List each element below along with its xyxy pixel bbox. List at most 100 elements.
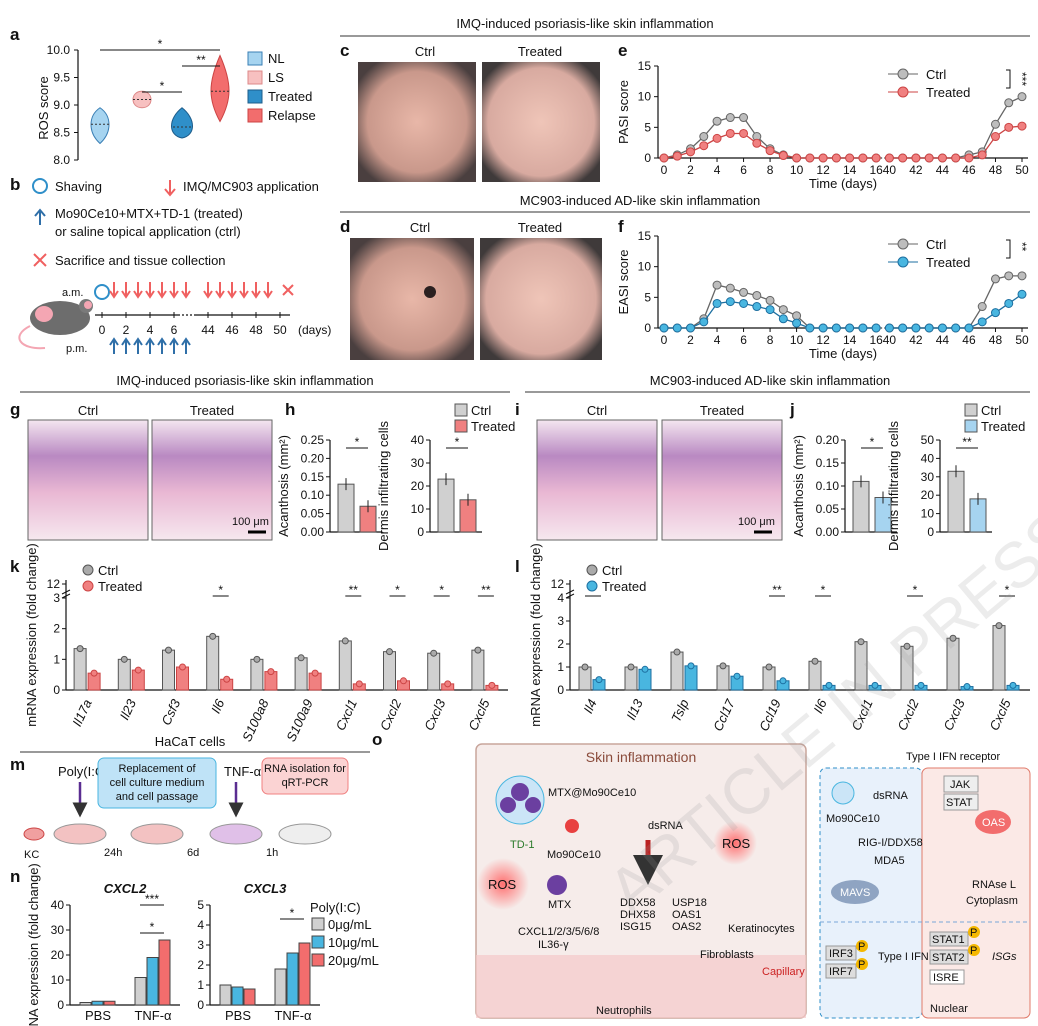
data-point <box>179 663 186 671</box>
a-ytick: 8.0 <box>53 153 70 167</box>
data-point <box>779 677 787 685</box>
isg-oas1: OAS1 <box>672 909 701 921</box>
x-tick-cxcl5: Cxcl5 <box>465 696 493 732</box>
data-point <box>430 649 438 657</box>
panel-b-schematic: Shaving IMQ/MC903 application Mo90Ce10+M… <box>18 178 331 355</box>
bar-csf3-ctrl <box>162 649 175 691</box>
imq-arrow <box>203 282 213 299</box>
o-mo: Mo90Ce10 <box>547 849 601 861</box>
significance: ** <box>962 435 972 449</box>
xtick: 46 <box>962 163 976 177</box>
o-stat2: STAT2 <box>932 952 965 964</box>
xtick: 44 <box>936 163 950 177</box>
data-point <box>719 662 727 670</box>
imq-arrow-icon <box>164 180 176 197</box>
x-tick-cxcl5: Cxcl5 <box>986 696 1014 732</box>
a-legend-nl: NL <box>268 51 285 66</box>
o-stat1: STAT1 <box>932 934 965 946</box>
o-ifn: Type I IFN <box>878 951 929 963</box>
data-point <box>924 323 934 333</box>
panel-label-n: n <box>10 867 20 886</box>
xtick: 48 <box>989 163 1003 177</box>
xtick: 12 <box>816 333 830 347</box>
violin-relapse <box>210 54 230 123</box>
legend-treated: Treated <box>926 85 970 100</box>
xtick: 4 <box>714 333 721 347</box>
a-legend-swatch <box>247 70 263 85</box>
ytick: 10 <box>638 90 652 104</box>
legend-treated: Treated <box>981 419 1025 434</box>
ytick: 12 <box>47 577 61 591</box>
x-axis-label: Time (days) <box>809 346 877 361</box>
y-axis-label: Acanthosis (mm²) <box>791 435 806 537</box>
treat-label-2: or saline topical application (ctrl) <box>55 224 241 239</box>
panel-label-i: i <box>515 400 520 419</box>
ytick: 0 <box>197 998 204 1012</box>
ytick: 2 <box>557 637 564 651</box>
ytick: 0.00 <box>816 525 840 539</box>
n-legend-0: 0μg/mL <box>328 917 372 932</box>
i-treated-label: Treated <box>700 403 744 418</box>
data-point <box>937 323 947 333</box>
isg-usp18: USP18 <box>672 897 707 909</box>
data-point <box>595 676 603 684</box>
data-point <box>845 323 855 333</box>
ytick: 0 <box>644 151 651 165</box>
legend-treated: Treated <box>98 579 142 594</box>
panel-label-h: h <box>285 400 295 419</box>
bar-tnf-α-0 <box>134 977 147 1006</box>
data-point <box>752 302 762 312</box>
m-rna-2: qRT-PCR <box>282 777 329 789</box>
a-legend-swatch <box>247 108 263 123</box>
b-tick: 48 <box>249 323 263 337</box>
imq-top-title: IMQ-induced psoriasis-like skin inflamma… <box>456 16 713 31</box>
ytick: 0 <box>417 525 424 539</box>
y-axis-label: PASI score <box>616 80 631 144</box>
o-neutrophils: Neutrophils <box>596 1005 652 1017</box>
x-tick-tslp: Tslp <box>668 697 691 725</box>
data-point <box>659 153 669 163</box>
data-point <box>725 113 735 123</box>
bar-pbs-2 <box>243 988 256 1006</box>
m-rna-1: RNA isolation for <box>264 763 346 775</box>
significance: ** <box>349 583 359 597</box>
legend-marker <box>586 580 598 592</box>
data-point <box>725 128 735 138</box>
c-ctrl-photo <box>358 62 476 182</box>
y-axis-label: mRNA expression (fold change) <box>24 543 39 727</box>
data-point <box>739 298 749 308</box>
panel-n-cxcl2: CXCL2 0 10 20 30 40 mRNA expression (fold chan… <box>26 863 180 1026</box>
xtick: 12 <box>816 163 830 177</box>
i-treated-histology <box>661 419 783 541</box>
significance: * <box>913 583 918 597</box>
bar-il23-ctrl <box>117 658 131 691</box>
treat-label-1: Mo90Ce10+MTX+TD-1 (treated) <box>55 206 243 221</box>
xtick: 0 <box>661 333 668 347</box>
y-axis-label: mRNA expression (fold change) <box>528 543 543 727</box>
bar-ctrl <box>947 470 965 533</box>
legend-marker <box>897 238 909 250</box>
panel-n-cxcl3: CXCL3 0 1 2 3 4 5 PBS TNF-α * <box>197 881 320 1023</box>
data-point <box>805 153 815 163</box>
o-p-1: P <box>858 941 865 953</box>
data-point <box>964 153 974 163</box>
o-jak: JAK <box>950 779 971 791</box>
panel-n-legend: Poly(I:C) 0μg/mL 10μg/mL 20μg/mL <box>310 900 379 968</box>
data-point <box>223 675 231 683</box>
xtick: 14 <box>843 163 857 177</box>
legend-treated: Treated <box>926 255 970 270</box>
ytick: 15 <box>638 59 652 73</box>
bar-pbs-0 <box>79 1002 92 1006</box>
ytick: 40 <box>411 433 425 447</box>
y-axis-label: Dermis infiltrating cells <box>886 420 901 551</box>
xtick: 40 <box>883 163 897 177</box>
ytick: 0.00 <box>301 525 325 539</box>
imq-arrow <box>263 282 273 299</box>
x-tick-ccl17: Ccl17 <box>710 696 738 733</box>
x-tick-il6: Il6 <box>208 696 228 715</box>
ytick: 2 <box>197 958 204 972</box>
data-point <box>858 323 868 333</box>
imq-arrow <box>145 282 155 299</box>
imq-arrow <box>157 282 167 299</box>
